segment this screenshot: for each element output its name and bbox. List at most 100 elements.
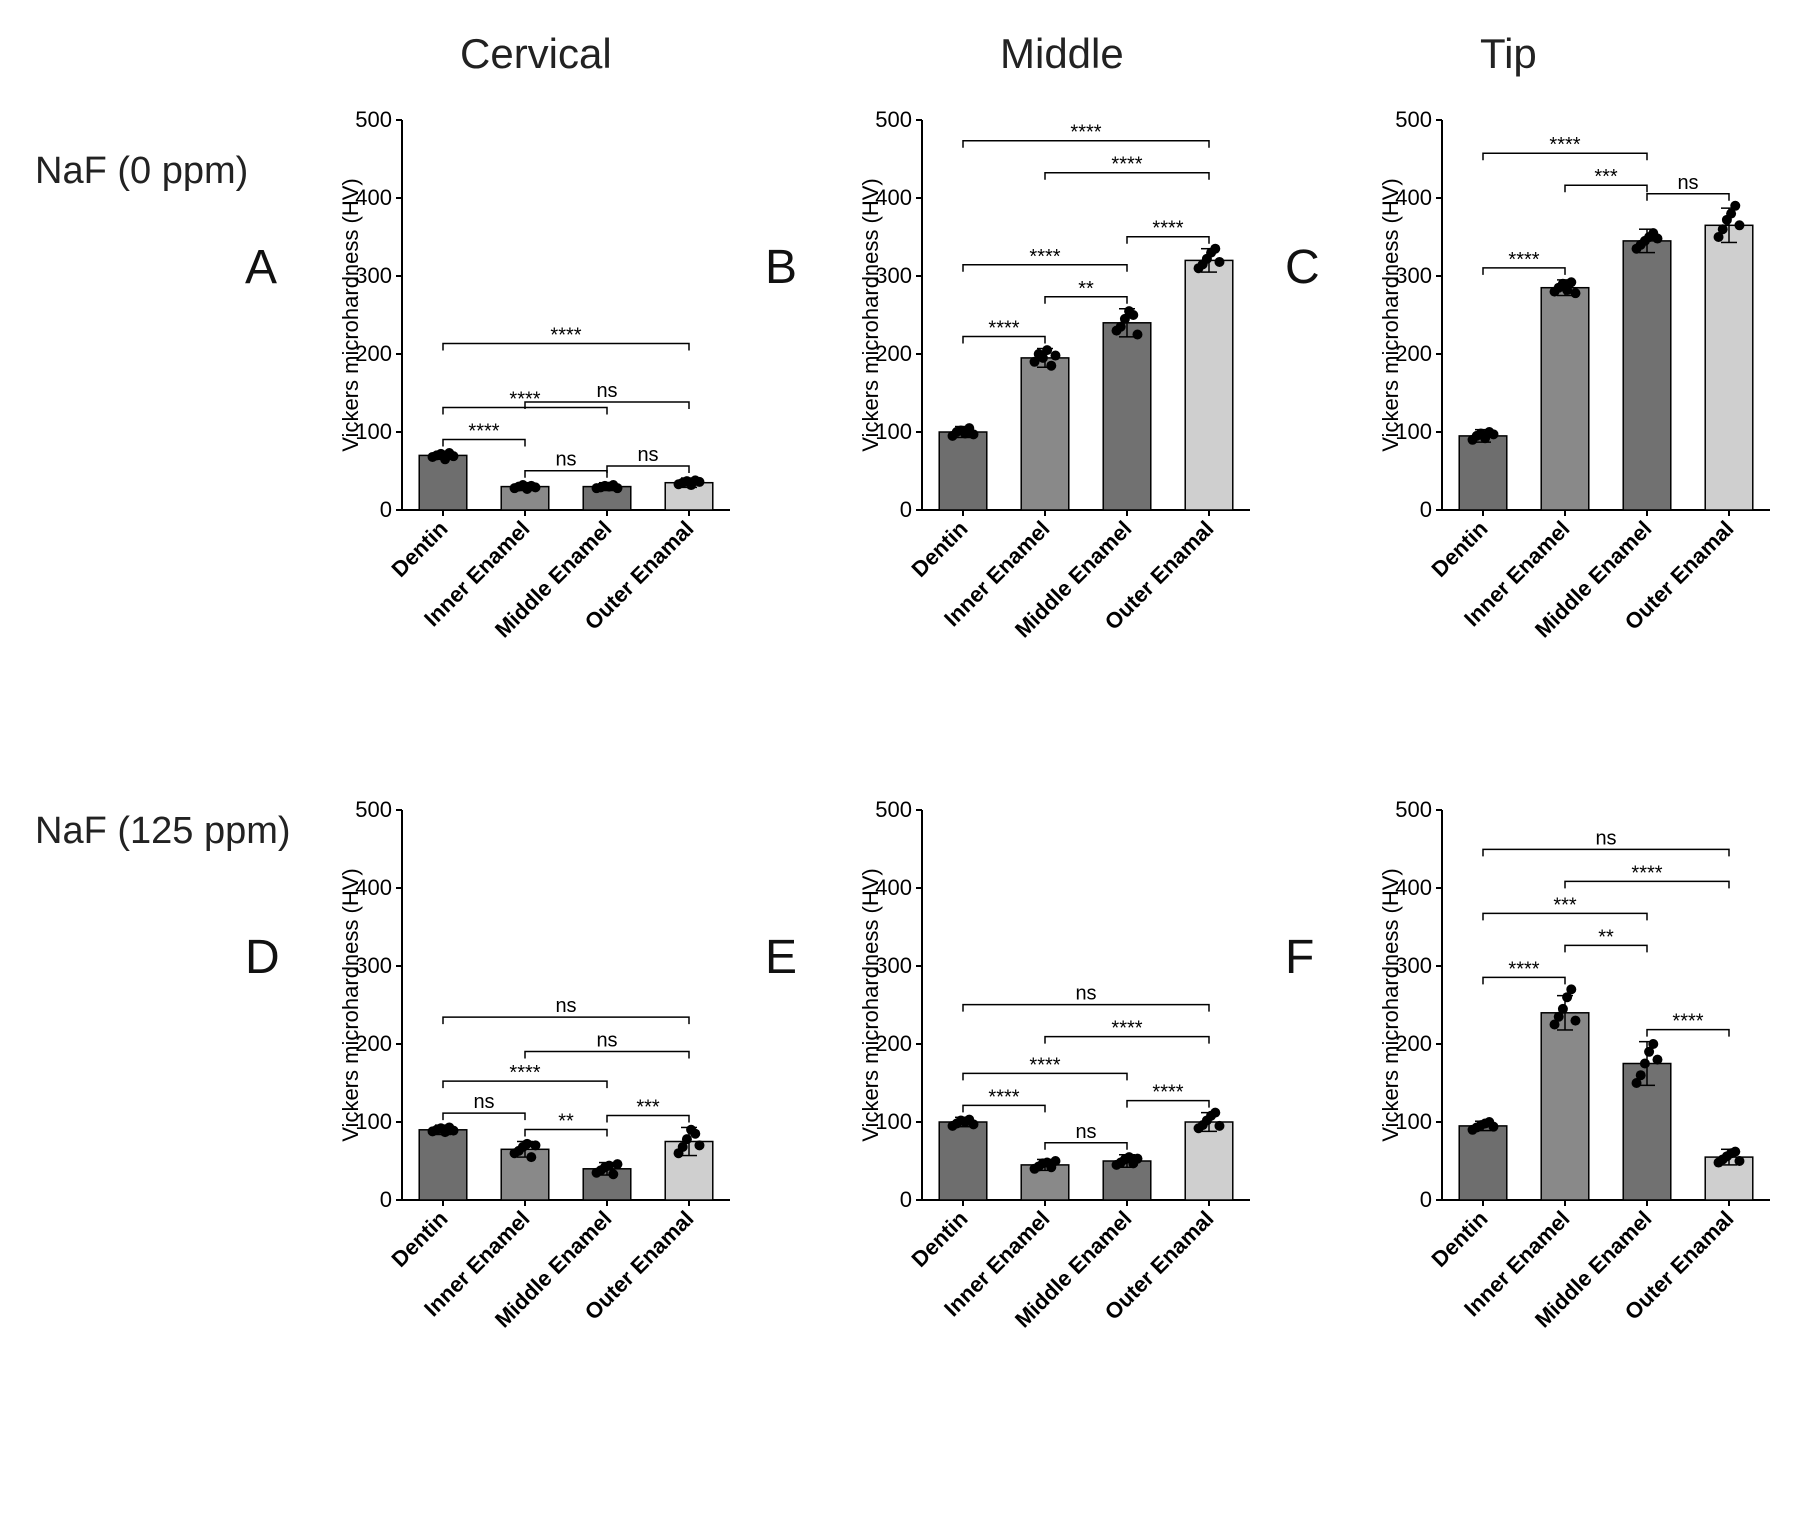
data-point (1566, 277, 1576, 287)
data-point (1734, 220, 1744, 230)
significance-label: **** (1508, 249, 1539, 271)
svg-text:500: 500 (875, 110, 912, 132)
significance-label: **** (1549, 134, 1580, 156)
bar (1021, 358, 1069, 510)
data-point (448, 1126, 458, 1136)
significance-label: **** (1508, 958, 1539, 980)
data-point (1042, 345, 1052, 355)
data-point (526, 1152, 536, 1162)
chart-svg: 0100200300400500Vickers microhardness (H… (860, 800, 1260, 1330)
significance-bracket (1483, 849, 1729, 856)
data-point (1652, 1055, 1662, 1065)
data-point (968, 429, 978, 439)
svg-text:Vickers microhardness (HV): Vickers microhardness (HV) (1380, 868, 1403, 1141)
significance-label: ns (596, 380, 617, 402)
bar (939, 432, 987, 510)
data-point (682, 1134, 692, 1144)
data-point (1132, 330, 1142, 340)
chart-svg: 0100200300400500Vickers microhardness (H… (340, 110, 740, 640)
data-point (1648, 1039, 1658, 1049)
data-point (1730, 201, 1740, 211)
data-point (1128, 310, 1138, 320)
significance-bracket (443, 1017, 689, 1024)
data-point (1718, 224, 1728, 234)
significance-label: **** (1672, 1011, 1703, 1033)
bar (1185, 1122, 1233, 1200)
chart-wrap: 0100200300400500Vickers microhardness (H… (1380, 800, 1780, 1330)
panel: B0100200300400500Vickers microhardness (… (800, 110, 1280, 790)
significance-bracket (607, 466, 689, 473)
data-point (608, 1169, 618, 1179)
significance-label: **** (1152, 218, 1183, 240)
column-header: Middle (1000, 30, 1124, 78)
data-point (694, 1140, 704, 1150)
significance-label: ns (596, 1029, 617, 1051)
significance-label: ns (555, 449, 576, 471)
panel-letter: C (1285, 240, 1320, 295)
chart-wrap: 0100200300400500Vickers microhardness (H… (340, 800, 740, 1330)
significance-label: ns (555, 995, 576, 1017)
significance-bracket (525, 1051, 689, 1058)
data-point (1734, 1156, 1744, 1166)
panel-letter: B (765, 240, 797, 295)
significance-label: ns (1677, 172, 1698, 194)
chart-wrap: 0100200300400500Vickers microhardness (H… (860, 110, 1260, 640)
significance-bracket (525, 471, 607, 478)
significance-bracket (1647, 194, 1729, 201)
significance-label: **** (988, 1086, 1019, 1108)
data-point (1050, 1156, 1060, 1166)
svg-text:Vickers microhardness (HV): Vickers microhardness (HV) (340, 868, 363, 1141)
bar (419, 1130, 467, 1200)
svg-text:Dentin: Dentin (906, 516, 972, 582)
bar (1623, 241, 1671, 510)
svg-text:Dentin: Dentin (386, 516, 452, 582)
svg-text:500: 500 (1395, 800, 1432, 822)
data-point (448, 451, 458, 461)
chart-wrap: 0100200300400500Vickers microhardness (H… (1380, 110, 1780, 640)
svg-text:0: 0 (1420, 497, 1432, 522)
significance-label: **** (1111, 154, 1142, 176)
significance-label: ** (1598, 926, 1614, 948)
svg-text:Vickers microhardness (HV): Vickers microhardness (HV) (860, 178, 883, 451)
data-point (612, 483, 622, 493)
row-header: NaF (125 ppm) (35, 810, 291, 853)
svg-text:0: 0 (900, 1187, 912, 1212)
bar (1103, 323, 1151, 510)
data-point (690, 1129, 700, 1139)
column-header: Tip (1480, 30, 1537, 78)
panel: C0100200300400500Vickers microhardness (… (1320, 110, 1800, 790)
significance-label: **** (550, 325, 581, 347)
panel: D0100200300400500Vickers microhardness (… (280, 800, 760, 1480)
svg-text:Dentin: Dentin (906, 1206, 972, 1272)
data-point (1210, 1108, 1220, 1118)
panel: A0100200300400500Vickers microhardness (… (280, 110, 760, 790)
data-point (1636, 1070, 1646, 1080)
significance-label: **** (1029, 1054, 1060, 1076)
significance-label: ** (1078, 278, 1094, 300)
data-point (1640, 1059, 1650, 1069)
significance-label: *** (636, 1096, 660, 1118)
bar (939, 1122, 987, 1200)
significance-label: **** (1070, 122, 1101, 144)
bar (1185, 260, 1233, 510)
data-point (1570, 1016, 1580, 1026)
significance-label: ns (1075, 1121, 1096, 1143)
bar (1459, 436, 1507, 510)
data-point (694, 477, 704, 487)
svg-text:0: 0 (900, 497, 912, 522)
svg-text:Vickers microhardness (HV): Vickers microhardness (HV) (1380, 178, 1403, 451)
data-point (1046, 361, 1056, 371)
data-point (1214, 257, 1224, 267)
significance-label: **** (1152, 1082, 1183, 1104)
data-point (1558, 1004, 1568, 1014)
chart-svg: 0100200300400500Vickers microhardness (H… (1380, 800, 1780, 1330)
svg-text:Dentin: Dentin (386, 1206, 452, 1272)
chart-svg: 0100200300400500Vickers microhardness (H… (860, 110, 1260, 640)
data-point (1214, 1121, 1224, 1131)
figure-root: CervicalMiddleTip NaF (0 ppm)NaF (125 pp… (20, 20, 1800, 1519)
significance-label: **** (988, 318, 1019, 340)
bar (1459, 1126, 1507, 1200)
bar (1541, 288, 1589, 510)
significance-label: **** (1631, 862, 1662, 884)
data-point (1132, 1154, 1142, 1164)
